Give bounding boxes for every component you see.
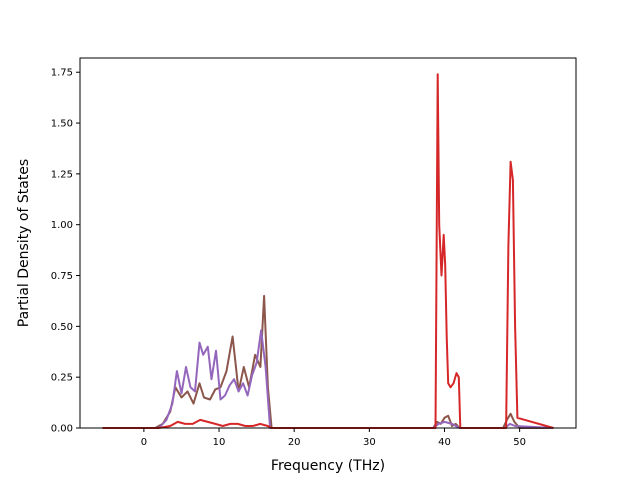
- y-tick-label: 1.50: [51, 119, 73, 130]
- x-tick-label: 50: [513, 437, 526, 448]
- y-tick-label: 0.75: [51, 271, 73, 282]
- y-axis-label: Partial Density of States: [16, 159, 32, 327]
- x-axis-label: Frequency (THz): [271, 458, 385, 474]
- y-axis: 0.00 0.25 0.50 0.75 1.00 1.25 1.50 1.75: [51, 68, 80, 435]
- x-axis: 0 10 20 30 40 50: [141, 428, 526, 448]
- y-tick-label: 1.25: [51, 169, 73, 180]
- y-tick-label: 1.75: [51, 68, 73, 79]
- x-tick-label: 10: [213, 437, 226, 448]
- series-line-3: [102, 73, 554, 429]
- x-tick-label: 20: [288, 437, 301, 448]
- y-tick-label: 0.50: [51, 322, 73, 333]
- plot-frame: [79, 57, 577, 429]
- x-tick-label: 30: [363, 437, 376, 448]
- y-tick-label: 1.00: [51, 220, 73, 231]
- y-tick-label: 0.00: [51, 424, 73, 435]
- series-line-2: [102, 329, 554, 429]
- x-tick-label: 0: [141, 437, 147, 448]
- x-tick-label: 40: [438, 437, 451, 448]
- series-layer: [102, 73, 554, 429]
- y-tick-label: 0.25: [51, 373, 73, 384]
